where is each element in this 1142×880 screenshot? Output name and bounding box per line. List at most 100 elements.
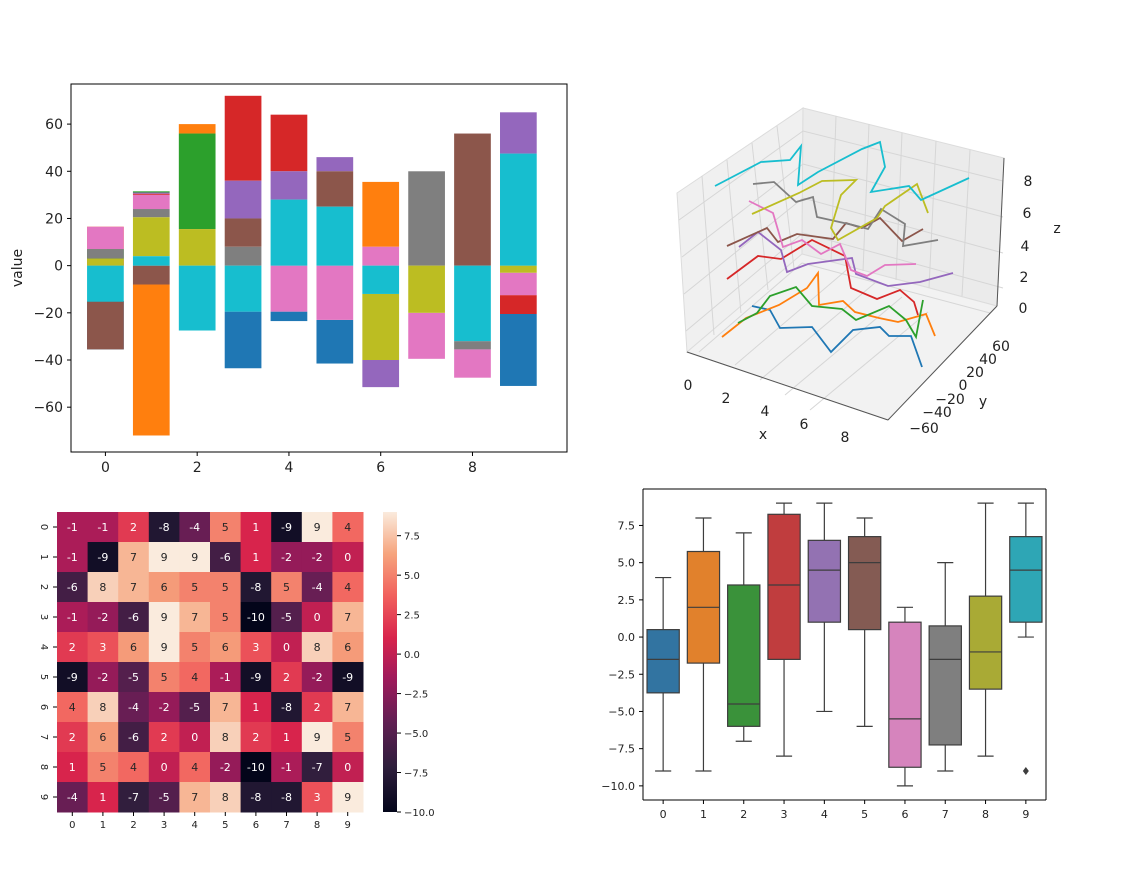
bar-y-tick-label: −60 xyxy=(33,400,63,416)
bar-x-tick-label: 8 xyxy=(468,460,477,476)
colorbar-tick-label: −5.0 xyxy=(404,729,428,740)
y3d-tick-label: −20 xyxy=(935,392,965,408)
heatmap-cell xyxy=(301,752,333,783)
heatmap-cell-label: 7 xyxy=(222,701,229,714)
heatmap-cell-label: -2 xyxy=(97,611,108,624)
heatmap-cell xyxy=(240,752,272,783)
heatmap-cell-label: -6 xyxy=(67,581,78,594)
grid-3d xyxy=(678,115,1005,421)
bar-segment xyxy=(178,124,216,134)
bar-segment xyxy=(362,293,400,360)
heatmap-cell xyxy=(332,722,364,753)
heatmap-cell-label: -1 xyxy=(67,521,78,534)
heatmap-cell-label: 0 xyxy=(191,731,198,744)
bar-segment xyxy=(87,258,124,266)
heatmap-cell-label: 5 xyxy=(222,581,229,594)
box-x-tick-label: 9 xyxy=(1022,808,1029,821)
bar-segment xyxy=(500,272,537,296)
box-x-tick-label: 0 xyxy=(660,808,667,821)
heatmap-cell xyxy=(332,752,364,783)
box-outlier xyxy=(1022,766,1029,775)
heatmap-cell-label: -1 xyxy=(67,551,78,564)
heatmap-x-tick-label: 0 xyxy=(69,820,75,831)
heatmap-cell xyxy=(210,782,242,813)
heatmap-y-tick-label: 4 xyxy=(38,644,49,650)
heatmap-x-tick-label: 9 xyxy=(345,820,351,831)
heatmap-cell-label: 1 xyxy=(69,761,76,774)
box-body xyxy=(928,625,962,746)
box-plot-chart: 7.5 5.0 2.5 0.0 −2.5 −5.0 −7.5 −10.0 0 1 2 3 4 5 6 7 8 9 xyxy=(601,488,1047,821)
bar-segment xyxy=(316,265,354,320)
grid-line xyxy=(734,266,851,366)
heatmap-x-tick-label: 4 xyxy=(192,820,198,831)
heatmap-cell-label: 2 xyxy=(130,521,137,534)
bar-marks xyxy=(87,95,537,436)
colorbar-tick-label: −10.0 xyxy=(404,808,435,819)
heatmap-cell xyxy=(210,692,242,723)
grid-line xyxy=(862,123,870,272)
z3d-tick-label: 6 xyxy=(1023,206,1032,222)
heatmap-y-tick-label: 2 xyxy=(38,584,49,590)
heatmap-cell-label: 9 xyxy=(314,521,321,534)
heatmap-cell-label: -4 xyxy=(189,521,200,534)
heatmap-y-tick-label: 9 xyxy=(38,794,49,800)
bar-axes-frame xyxy=(70,83,568,453)
heatmap-cell xyxy=(271,662,303,693)
heatmap-cell-label: -4 xyxy=(312,581,323,594)
heatmap-cell-label: 1 xyxy=(252,521,259,534)
bar-segment xyxy=(87,226,124,250)
heatmap-cell xyxy=(240,512,272,543)
heatmap-y-tick-label: 6 xyxy=(38,704,49,710)
bar-segment xyxy=(87,265,124,302)
z3d-tick-label: 2 xyxy=(1020,270,1029,286)
heatmap-cell-label: 2 xyxy=(314,701,321,714)
grid-line xyxy=(685,232,1004,332)
heatmap-cell-label: 8 xyxy=(99,581,106,594)
bar-segment xyxy=(362,265,400,294)
bar-segment xyxy=(132,192,170,194)
heatmap-cell xyxy=(57,632,89,663)
colorbar-tick-label: −2.5 xyxy=(404,690,428,701)
heatmap-cell-label: 5 xyxy=(283,581,290,594)
heatmap-cell xyxy=(148,692,180,723)
heatmap-cell xyxy=(57,662,89,693)
colorbar-tick-label: 7.5 xyxy=(404,532,420,543)
heatmap-cell-label: 8 xyxy=(99,701,106,714)
heatmap-cell xyxy=(332,512,364,543)
bar-segment xyxy=(132,256,170,266)
heatmap-cell-label: 0 xyxy=(344,551,351,564)
heatmap-cell-label: 0 xyxy=(314,611,321,624)
heatmap-cell xyxy=(271,542,303,573)
bar-segment xyxy=(132,209,170,218)
heatmap-cell xyxy=(210,572,242,603)
y3d-tick-label: 40 xyxy=(979,352,997,368)
heatmap-cell-label: 0 xyxy=(283,641,290,654)
bar-segment xyxy=(132,284,170,436)
heatmap-cell-label: -7 xyxy=(128,791,139,804)
box-y-tick-label: 5.0 xyxy=(618,557,636,570)
heatmap-cell xyxy=(179,692,211,723)
x3d-tick-label: 6 xyxy=(800,417,809,433)
heatmap-cell xyxy=(57,512,89,543)
heatmap-cell xyxy=(57,782,89,813)
heatmap-cell xyxy=(179,722,211,753)
heatmap-cell xyxy=(240,572,272,603)
bar-y-ticks: −60 −40 −20 0 20 40 60 xyxy=(33,117,71,416)
heatmap-cell-label: -1 xyxy=(281,761,292,774)
heatmap-cell xyxy=(179,662,211,693)
heatmap-cell xyxy=(301,572,333,603)
heatmap-cell-label: 4 xyxy=(130,761,137,774)
heatmap-cell xyxy=(179,542,211,573)
bar-segment xyxy=(500,112,537,154)
heatmap-cell xyxy=(148,662,180,693)
heatmap-colorbar xyxy=(383,512,397,812)
heatmap-cell xyxy=(240,782,272,813)
colorbar-tick-label: 0.0 xyxy=(404,650,420,661)
heatmap-cell-label: 1 xyxy=(283,731,290,744)
heatmap-cell-label: 7 xyxy=(130,581,137,594)
box-y-tick-label: −7.5 xyxy=(608,743,635,756)
box-y-tick-label: −10.0 xyxy=(601,780,635,793)
heatmap-cell xyxy=(301,632,333,663)
